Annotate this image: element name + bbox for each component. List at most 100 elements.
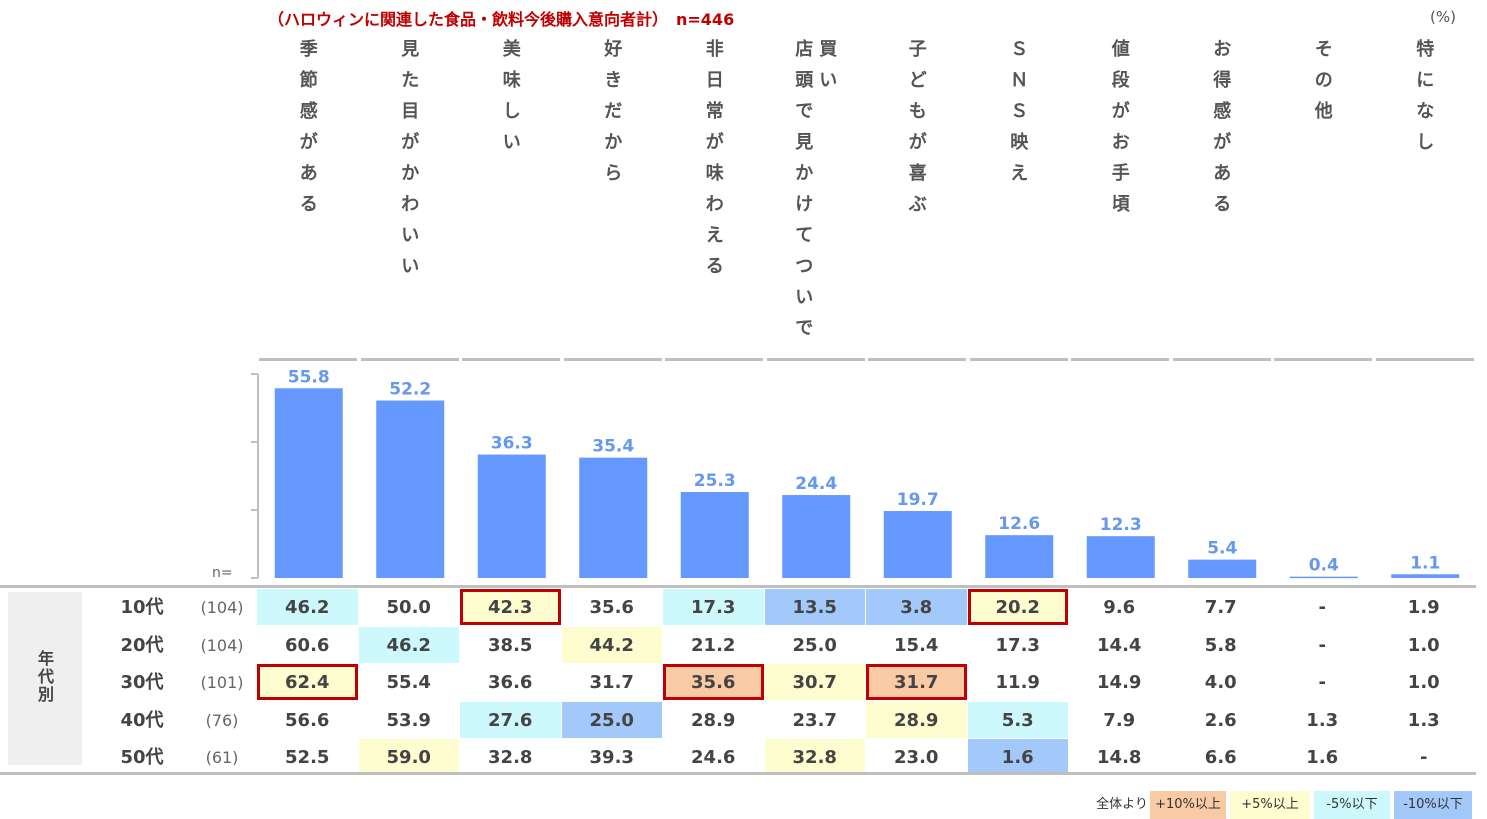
- table-cell: 11.9: [995, 672, 1040, 693]
- table-cell: 7.9: [1103, 709, 1136, 731]
- bar: [579, 457, 648, 578]
- table-cell: 7.7: [1204, 597, 1237, 618]
- table-cell: 28.9: [691, 709, 736, 731]
- table-cell: 1.0: [1407, 634, 1440, 656]
- bar: [1289, 576, 1358, 579]
- category-divider: [665, 358, 763, 361]
- legend-item: +5%以上: [1230, 791, 1310, 819]
- table-cell: 24.6: [691, 747, 736, 768]
- category-label-column: お得感がある: [1213, 39, 1232, 215]
- bar-value-label: 36.3: [491, 434, 533, 454]
- category-label-column: その他: [1314, 39, 1333, 122]
- category-label-column: 好きだから: [604, 39, 623, 184]
- bar: [883, 511, 952, 578]
- category-label-column: 値段がお手頃: [1111, 39, 1130, 215]
- table-cell: 39.3: [589, 747, 634, 768]
- category-label: 店頭で見かけてついで買い: [765, 34, 867, 344]
- age-group-panel: 年代別: [8, 592, 82, 765]
- table-cell: -: [1318, 634, 1326, 656]
- table-bottom-rule: [0, 772, 1476, 775]
- table-cell: 1.0: [1407, 672, 1440, 693]
- table-cell: 1.9: [1407, 597, 1440, 618]
- table-cell: 50.0: [386, 597, 431, 618]
- table-cell: 14.9: [1097, 672, 1142, 693]
- category-label-column: 美味しい: [502, 39, 521, 153]
- table-cell: 9.6: [1103, 597, 1136, 618]
- table-cell: 56.6: [285, 709, 330, 731]
- table-cell: 3.8: [866, 589, 967, 625]
- category-label-column: 特になし: [1416, 39, 1435, 153]
- category-divider: [1172, 358, 1271, 361]
- age-row-n: (76): [205, 710, 239, 730]
- n-label: n=: [212, 565, 233, 581]
- category-divider: [360, 358, 459, 361]
- table-cell: 13.5: [764, 589, 865, 625]
- age-row-label: 20代: [120, 634, 164, 656]
- table-cell: 52.5: [285, 747, 330, 768]
- table-cell: 17.3: [663, 589, 764, 625]
- category-label: 好きだから: [562, 34, 664, 189]
- category-label: 特になし: [1374, 34, 1476, 158]
- table-cell: 46.2: [358, 626, 459, 663]
- legend-item: +10%以上: [1150, 791, 1226, 819]
- bar-value-label: 1.1: [1410, 553, 1440, 573]
- table-cell: 31.7: [589, 672, 634, 693]
- table-cell: 32.8: [488, 747, 533, 768]
- bar: [1188, 559, 1257, 578]
- table-cell: 30.7: [764, 664, 865, 700]
- legend-item: -10%以下: [1394, 791, 1472, 819]
- bar: [985, 535, 1054, 578]
- table-cell: 1.3: [1306, 709, 1339, 731]
- table-cell: 1.6: [1306, 747, 1339, 768]
- table-cell: 31.7: [866, 664, 967, 700]
- table-cell: 38.5: [488, 634, 533, 656]
- category-label: 季節感がある: [258, 34, 360, 220]
- bar: [1391, 574, 1460, 578]
- bar: [680, 491, 749, 578]
- category-label-column: 非日常が味わえる: [705, 39, 724, 277]
- table-cell: 62.4: [257, 664, 358, 700]
- category-label: 子どもが喜ぶ: [867, 34, 969, 220]
- age-group-label: 年代別: [37, 649, 54, 704]
- category-label: 見た目がかわいい: [359, 34, 461, 282]
- table-cell: 14.8: [1097, 747, 1142, 768]
- bar-value-label: 35.4: [592, 437, 634, 457]
- bar-value-label: 25.3: [694, 471, 736, 491]
- category-label: 値段がお手頃: [1070, 34, 1172, 220]
- age-row-n: (104): [200, 598, 244, 617]
- table-cell: 60.6: [285, 634, 330, 656]
- table-cell: 5.8: [1204, 634, 1237, 656]
- bar-value-label: 0.4: [1309, 556, 1339, 576]
- table-cell: -: [1318, 597, 1326, 618]
- table-cell: 4.0: [1204, 672, 1237, 693]
- unit-label: (%): [1430, 8, 1456, 26]
- table-cell: 1.3: [1407, 709, 1440, 731]
- age-row-n: (104): [200, 635, 244, 655]
- category-divider: [1274, 358, 1372, 361]
- category-label: 美味しい: [461, 34, 563, 158]
- table-cell: 35.6: [663, 664, 764, 700]
- table-cell: 28.9: [866, 701, 967, 738]
- table-cell: 6.6: [1204, 747, 1237, 768]
- table-top-rule: [0, 585, 1476, 588]
- bar: [782, 495, 851, 578]
- bar-chart: 55.8 52.2 36.3 35.4 25.3 24.4 19.7 12.6 12.3 5.4 0…: [251, 367, 1460, 579]
- table-cell: 42.3: [460, 589, 561, 625]
- age-row-label: 40代: [120, 709, 164, 731]
- bar: [376, 400, 445, 578]
- category-label-column: 店頭で見かけてついで: [795, 39, 814, 339]
- category-label-column: 子どもが喜ぶ: [908, 39, 927, 215]
- category-label: その他: [1273, 34, 1375, 127]
- category-label-column: 見た目がかわいい: [401, 39, 420, 277]
- table-cell: 27.6: [460, 701, 561, 738]
- table-cell: 35.6: [589, 597, 634, 618]
- category-divider: [969, 358, 1068, 361]
- category-divider: [766, 358, 865, 361]
- table-cell: 44.2: [561, 626, 662, 663]
- category-divider: [868, 358, 966, 361]
- table-cell: -: [1318, 672, 1326, 693]
- table-cell: 14.4: [1097, 634, 1142, 656]
- bar-value-label: 5.4: [1207, 539, 1237, 559]
- category-divider: [1071, 358, 1169, 361]
